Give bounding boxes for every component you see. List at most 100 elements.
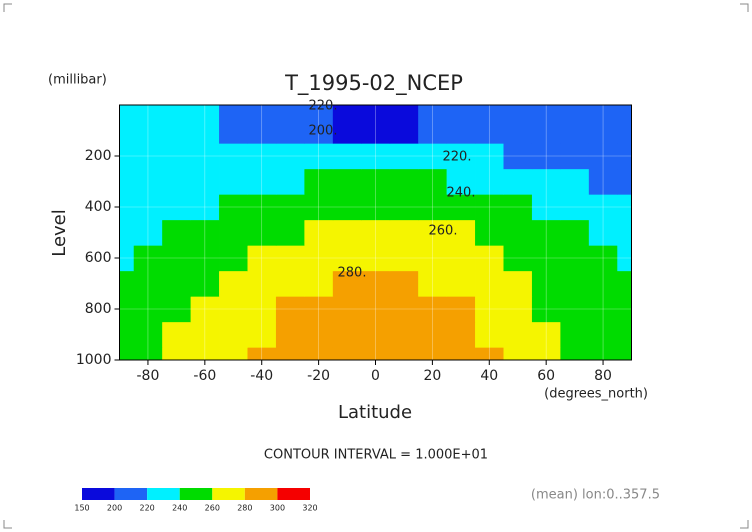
- field-cell: [446, 321, 476, 348]
- field-cell: [389, 270, 419, 297]
- field-cell: [560, 270, 590, 297]
- field-cell: [162, 219, 192, 246]
- field-cell: [275, 347, 305, 361]
- colorbar-swatch: [147, 488, 180, 500]
- field-cell: [503, 270, 533, 297]
- field-cell: [446, 347, 476, 361]
- field-cell: [332, 168, 362, 195]
- field-cell: [332, 219, 362, 246]
- colorbar-label: 200: [107, 504, 122, 513]
- field-cell: [389, 105, 419, 144]
- colorbar-swatch: [212, 488, 245, 500]
- footnote: (mean) lon:0..357.5: [531, 488, 660, 503]
- x-tick-label: -80: [137, 368, 160, 384]
- field-cell: [275, 105, 305, 144]
- field-cell: [560, 168, 590, 195]
- field-cell: [617, 219, 632, 246]
- field-cell: [219, 105, 248, 144]
- x-tick-label: 0: [371, 368, 380, 384]
- x-tick-label: 80: [594, 368, 612, 384]
- x-tick-label: 60: [537, 368, 555, 384]
- colorbar-swatch: [179, 488, 213, 500]
- x-unit: (degrees_north): [544, 387, 648, 402]
- contour-label: 240.: [447, 186, 476, 201]
- contour-label: 200.: [309, 124, 338, 139]
- field-cell: [219, 347, 248, 361]
- field-cell: [332, 105, 362, 144]
- field-cell: [219, 219, 248, 246]
- field-cell: [503, 168, 533, 195]
- page-corners: [3, 3, 749, 529]
- contour-label: 220.: [309, 99, 338, 114]
- field-cell: [119, 219, 135, 246]
- y-tick-label: 200: [85, 148, 112, 164]
- field-cell: [389, 321, 419, 348]
- field-cell: [119, 105, 135, 144]
- chart-title: T_1995-02_NCEP: [284, 71, 463, 96]
- field-cell: [389, 219, 419, 246]
- field-cell: [446, 270, 476, 297]
- y-axis-title: Level: [49, 209, 70, 257]
- colorbar-swatch: [244, 488, 278, 500]
- contour-label: 220.: [443, 150, 472, 165]
- y-tick-label: 1000: [76, 352, 112, 368]
- field-cell: [162, 321, 192, 348]
- field-cell: [503, 321, 533, 348]
- field-cell: [119, 168, 135, 195]
- colorbar-swatch: [82, 488, 115, 500]
- field-cell: [446, 105, 476, 144]
- field-cell: [617, 270, 632, 297]
- field-cell: [219, 321, 248, 348]
- field-cell: [219, 168, 248, 195]
- x-tick-label: -60: [193, 368, 216, 384]
- field-cell: [503, 219, 533, 246]
- field-cell: [446, 219, 476, 246]
- field-cell: [275, 270, 305, 297]
- colorbar-label: 150: [74, 504, 89, 513]
- field-cell: [119, 270, 135, 297]
- field-cell: [332, 270, 362, 297]
- contour-label: 260.: [429, 224, 458, 239]
- field-cell: [275, 219, 305, 246]
- plot-frame: [119, 104, 632, 361]
- field-cell: [332, 321, 362, 348]
- field-cell: [560, 105, 590, 144]
- field-cell: [119, 321, 135, 348]
- field-cell: [389, 347, 419, 361]
- colorbar-swatch: [114, 488, 148, 500]
- colorbar-label: 280: [237, 504, 252, 513]
- field-cell: [617, 168, 632, 195]
- x-axis-title: Latitude: [338, 402, 412, 423]
- field-cell: [617, 347, 632, 361]
- field-cell: [617, 321, 632, 348]
- field-cell: [275, 168, 305, 195]
- field-cell: [446, 168, 476, 195]
- field-cell: [560, 321, 590, 348]
- field-cell: [332, 347, 362, 361]
- field-cell: [162, 168, 192, 195]
- field-cell: [389, 168, 419, 195]
- x-tick-label: 40: [480, 368, 498, 384]
- contour-label: 280.: [338, 266, 367, 281]
- x-tick-label: 20: [423, 368, 441, 384]
- contour-note: CONTOUR INTERVAL = 1.000E+01: [264, 448, 488, 463]
- field-cell: [560, 347, 590, 361]
- field-cell: [617, 105, 632, 144]
- field-cell: [503, 105, 533, 144]
- field-cell: [275, 321, 305, 348]
- y-tick-label: 800: [85, 301, 112, 317]
- field-cell: [560, 219, 590, 246]
- field-cell: [219, 270, 248, 297]
- field-cell: [162, 270, 192, 297]
- x-tick-label: -20: [307, 368, 330, 384]
- field-cell: [503, 347, 533, 361]
- x-tick-label: -40: [250, 368, 273, 384]
- colorbar-label: 260: [205, 504, 220, 513]
- field-cell: [162, 347, 192, 361]
- y-tick-label: 600: [85, 250, 112, 266]
- colorbar-label: 220: [140, 504, 155, 513]
- colorbar-swatch: [277, 488, 310, 500]
- y-tick-label: 400: [85, 199, 112, 215]
- field-cell: [119, 347, 135, 361]
